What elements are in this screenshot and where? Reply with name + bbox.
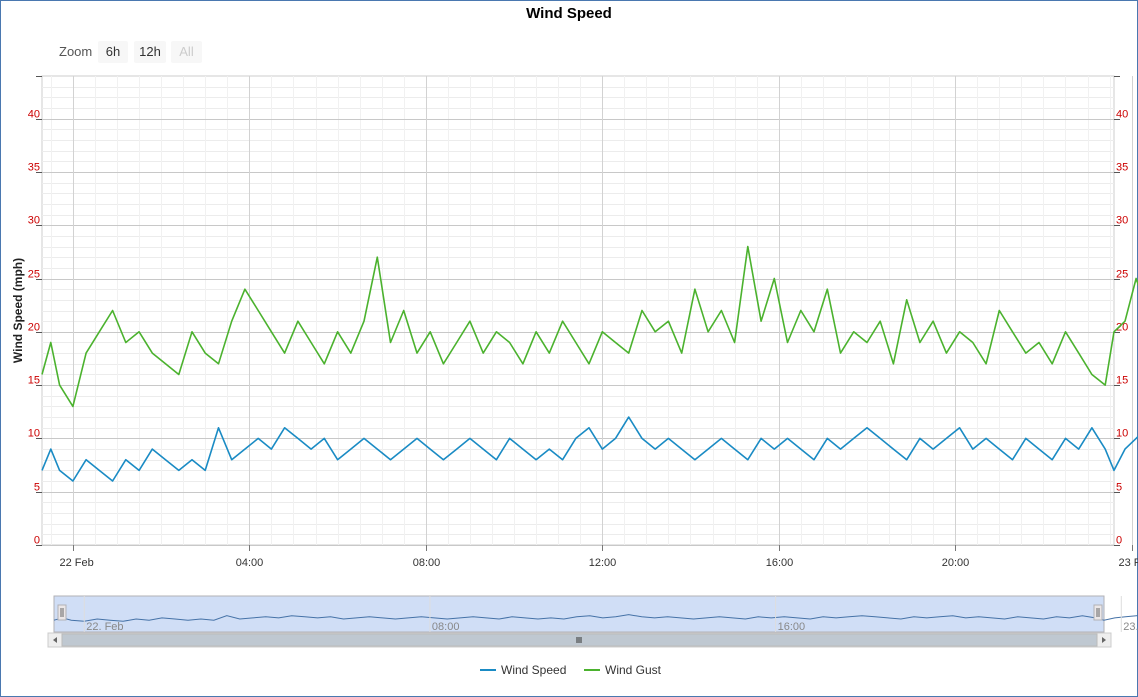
navigator-handle-body (57, 604, 67, 621)
y-tick-label-right: 20 (1116, 322, 1128, 334)
legend-label-wind-speed: Wind Speed (501, 663, 567, 677)
legend-item-wind-gust[interactable]: Wind Gust (584, 663, 661, 677)
y-tick-label-right: 0 (1116, 535, 1122, 547)
series-line-wind-speed (41, 416, 1138, 482)
x-tick-label: 22 Feb (60, 557, 94, 569)
navigator-mask (53, 595, 1105, 633)
y-tick-label-left: 10 (28, 428, 40, 440)
zoom-12h-button[interactable]: 12h (134, 41, 166, 63)
y-tick-label-left: 0 (34, 535, 40, 547)
scrollbar[interactable] (47, 632, 1112, 648)
y-tick-label-left: 5 (34, 482, 40, 494)
y-tick-label-right: 30 (1116, 215, 1128, 227)
navigator-tick-label: 22. Feb (86, 621, 123, 633)
chart-title: Wind Speed (526, 5, 612, 22)
navigator-tick-label: 16:00 (778, 621, 806, 633)
navigator-handle-right[interactable] (1093, 604, 1103, 621)
navigator-handle-left[interactable] (57, 604, 67, 621)
y-tick-label-right: 15 (1116, 375, 1128, 387)
navigator-series-line (53, 614, 1138, 622)
y-tick-label-left: 20 (28, 322, 40, 334)
y-tick-label-left: 25 (28, 269, 40, 281)
legend-swatch-wind-speed (480, 668, 496, 671)
plot-area (41, 75, 1115, 546)
zoom-6h-button[interactable]: 6h (98, 41, 128, 63)
y-tick-label-left: 30 (28, 215, 40, 227)
y-tick-label-left: 15 (28, 375, 40, 387)
zoom-label: Zoom (59, 44, 93, 59)
x-tick-label: 20:00 (942, 557, 970, 569)
y-tick-label-right: 5 (1116, 482, 1122, 494)
x-tick-label: 12:00 (589, 557, 617, 569)
y-tick-label-left: 35 (28, 162, 40, 174)
y-tick-label-right: 25 (1116, 269, 1128, 281)
y-tick-label-right: 40 (1116, 109, 1128, 121)
x-tick-label: 04:00 (236, 557, 264, 569)
navigator-handle-body (1093, 604, 1103, 621)
x-tick-label: 23 Feb (1119, 557, 1138, 569)
x-tick-label: 08:00 (413, 557, 441, 569)
legend-label-wind-gust: Wind Gust (605, 663, 662, 677)
x-tick-label: 16:00 (766, 557, 794, 569)
scroll-right-arrow-icon (1102, 637, 1106, 643)
navigator-tick-label: 08:00 (432, 621, 460, 633)
y-axis-title: Wind Speed (mph) (11, 258, 25, 363)
y-tick-label-right: 35 (1116, 162, 1128, 174)
legend-item-wind-speed[interactable]: Wind Speed (480, 663, 566, 677)
y-tick-label-left: 40 (28, 109, 40, 121)
navigator-tick-label: 23. Feb (1123, 621, 1138, 633)
legend-swatch-wind-gust (584, 668, 600, 671)
scroll-left-arrow-icon (53, 637, 57, 643)
y-tick-label-right: 10 (1116, 428, 1128, 440)
series-line-wind-gust (41, 245, 1138, 408)
zoom-all-button[interactable]: All (171, 41, 202, 63)
